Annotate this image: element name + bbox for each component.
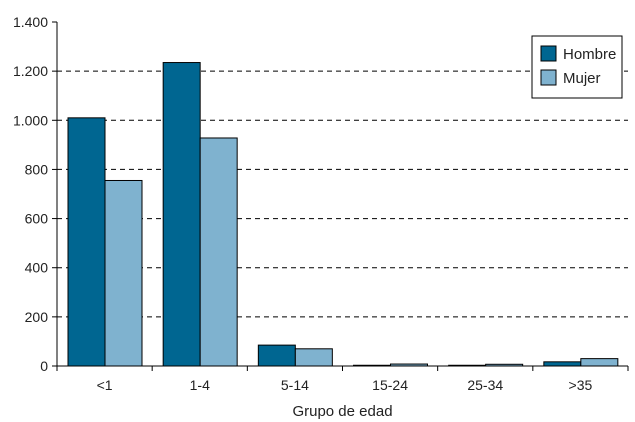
x-tick-label: 1-4	[190, 377, 210, 393]
x-axis-ticks: <1 1-4 5-14 15-24 25-34 >35	[56, 366, 629, 393]
x-tick-label: 5-14	[281, 377, 309, 393]
legend-label-mujer: Mujer	[563, 70, 601, 87]
legend-label-hombre: Hombre	[563, 46, 616, 63]
y-tick-label: 800	[25, 161, 49, 177]
legend-swatch-hombre	[540, 45, 557, 62]
bar-hombre	[257, 344, 296, 367]
bar-mujer	[199, 137, 238, 367]
y-tick-label: 400	[25, 260, 49, 276]
y-tick-label: 1.400	[13, 14, 48, 30]
x-axis-title: Grupo de edad	[292, 403, 392, 420]
x-tick-label: 15-24	[372, 377, 408, 393]
y-tick-label: 1.000	[13, 112, 48, 128]
legend-swatch-mujer	[540, 69, 557, 86]
y-axis-ticks: 0 200 400 600 800 1.000 1.200 1.400	[13, 14, 57, 374]
y-tick-label: 0	[40, 358, 48, 374]
x-tick-label: <1	[97, 377, 113, 393]
bar-mujer	[294, 348, 333, 367]
y-tick-label: 600	[25, 211, 49, 227]
x-tick-label: >35	[569, 377, 593, 393]
bar-mujer	[580, 358, 619, 367]
y-tick-label: 200	[25, 309, 49, 325]
bar-hombre	[162, 62, 201, 367]
gridlines	[57, 70, 628, 318]
legend: Hombre Mujer	[531, 35, 623, 99]
bars	[67, 62, 619, 367]
bar-hombre	[543, 361, 582, 367]
bar-mujer	[104, 179, 143, 367]
bar-hombre	[67, 117, 106, 367]
y-tick-label: 1.200	[13, 63, 48, 79]
x-tick-label: 25-34	[467, 377, 503, 393]
